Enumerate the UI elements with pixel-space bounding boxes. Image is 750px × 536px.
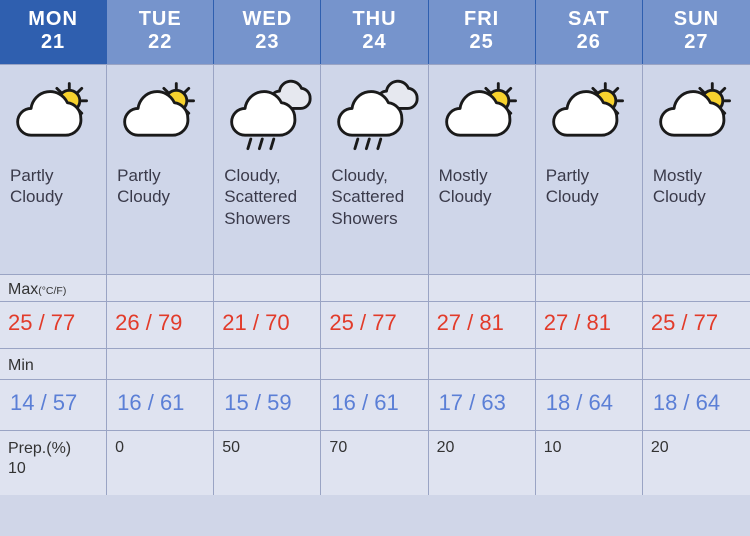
mostly-cloudy-icon [439,75,527,161]
max-temp: 26 / 79 [107,301,214,348]
condition-text: Partly Cloudy [10,161,98,208]
max-label-cell [321,274,428,301]
partly-cloudy-icon [10,75,98,161]
min-label-cell [107,348,214,379]
day-header: WED23 [214,0,321,64]
condition-text: Cloudy, Scattered Showers [331,161,419,229]
day-of-week: THU [321,8,427,31]
prep-value: 50 [214,430,321,495]
max-label-cell: Max(°C/F) [0,274,107,301]
prep-value: 0 [107,430,214,495]
min-label-cell: Min [0,348,107,379]
day-of-week: MON [0,8,106,31]
max-temp: 27 / 81 [536,301,643,348]
prep-value: 20 [429,430,536,495]
showers-icon [224,75,312,161]
condition-cell: Cloudy, Scattered Showers [214,64,321,274]
max-label: Max(°C/F) [8,281,66,298]
condition-cell: Cloudy, Scattered Showers [321,64,428,274]
forecast-grid: MON21TUE22WED23THU24FRI25SAT26SUN27 Part… [0,0,750,495]
max-label-cell [107,274,214,301]
min-temp: 15 / 59 [214,379,321,430]
max-temp: 25 / 77 [321,301,428,348]
day-of-month: 24 [321,31,427,54]
condition-text: Cloudy, Scattered Showers [224,161,312,229]
max-temp: 25 / 77 [0,301,107,348]
min-temp: 16 / 61 [321,379,428,430]
condition-cell: Partly Cloudy [0,64,107,274]
mostly-cloudy-icon [653,75,742,161]
max-temp: 21 / 70 [214,301,321,348]
prep-value: 10 [8,459,106,479]
prep-value: 10 [536,430,643,495]
condition-text: Mostly Cloudy [653,161,742,208]
day-header: FRI25 [429,0,536,64]
min-label-cell [321,348,428,379]
day-header: THU24 [321,0,428,64]
prep-value: 70 [321,430,428,495]
showers-icon [331,75,419,161]
min-temp: 18 / 64 [643,379,750,430]
max-temp: 27 / 81 [429,301,536,348]
day-header: TUE22 [107,0,214,64]
min-temp: 18 / 64 [536,379,643,430]
partly-cloudy-icon [117,75,205,161]
min-temp: 17 / 63 [429,379,536,430]
day-header: SAT26 [536,0,643,64]
day-of-month: 21 [0,31,106,54]
min-label-cell [429,348,536,379]
max-temp: 25 / 77 [643,301,750,348]
min-label-cell [643,348,750,379]
day-header: SUN27 [643,0,750,64]
day-of-week: FRI [429,8,535,31]
min-temp: 16 / 61 [107,379,214,430]
condition-cell: Partly Cloudy [107,64,214,274]
day-of-month: 22 [107,31,213,54]
prep-value: 20 [643,430,750,495]
day-of-week: WED [214,8,320,31]
min-label-cell [214,348,321,379]
min-label: Min [8,357,34,374]
partly-cloudy-icon [546,75,634,161]
day-of-month: 27 [643,31,750,54]
prep-cell: Prep.(%)10 [0,430,107,495]
day-of-week: SUN [643,8,750,31]
min-label-cell [536,348,643,379]
condition-cell: Mostly Cloudy [429,64,536,274]
condition-cell: Partly Cloudy [536,64,643,274]
day-of-month: 25 [429,31,535,54]
day-of-month: 26 [536,31,642,54]
max-label-cell [536,274,643,301]
day-of-month: 23 [214,31,320,54]
condition-text: Mostly Cloudy [439,161,527,208]
min-temp: 14 / 57 [0,379,107,430]
prep-label: Prep.(%) [8,439,106,459]
day-of-week: TUE [107,8,213,31]
max-label-cell [429,274,536,301]
day-of-week: SAT [536,8,642,31]
condition-cell: Mostly Cloudy [643,64,750,274]
day-header: MON21 [0,0,107,64]
condition-text: Partly Cloudy [117,161,205,208]
max-label-cell [214,274,321,301]
condition-text: Partly Cloudy [546,161,634,208]
max-label-cell [643,274,750,301]
